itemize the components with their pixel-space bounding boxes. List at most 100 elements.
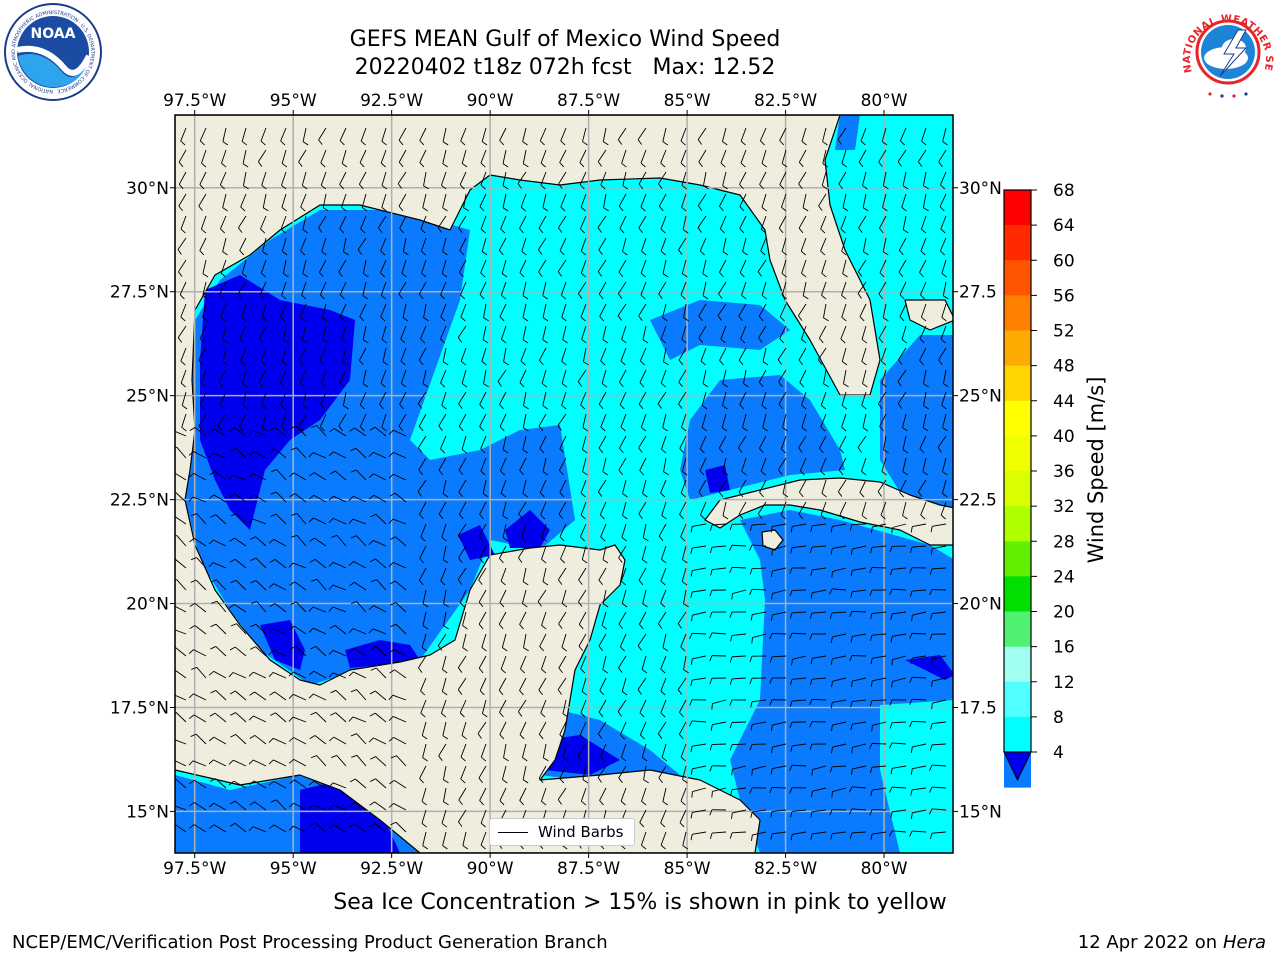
- wind-barb: [690, 831, 707, 841]
- wind-barb: [328, 782, 347, 789]
- wind-barb: [269, 558, 287, 569]
- wind-barb: [940, 501, 947, 520]
- wind-barb: [201, 149, 207, 168]
- wind-barb: [503, 347, 509, 366]
- wind-barb: [902, 171, 909, 190]
- wind-barb: [541, 369, 548, 388]
- wind-barb: [729, 544, 747, 551]
- wind-barb: [642, 523, 649, 542]
- wind-barb: [901, 193, 907, 212]
- wind-barb: [557, 413, 567, 431]
- wind-barb: [389, 536, 407, 547]
- wind-barb: [923, 391, 929, 410]
- wind-barb: [883, 435, 889, 454]
- wind-barb: [420, 699, 427, 718]
- wind-barb: [750, 611, 767, 621]
- colorbar-segment: [1004, 471, 1031, 507]
- wind-barb: [658, 765, 667, 784]
- wind-barb: [557, 259, 567, 277]
- wind-barb: [379, 391, 387, 410]
- wind-barb: [902, 435, 909, 454]
- wind-barb: [202, 259, 209, 278]
- wind-barb: [480, 743, 487, 762]
- wind-barb: [208, 452, 227, 459]
- wind-barb: [338, 413, 347, 432]
- wind-barb: [602, 589, 609, 608]
- wind-barb: [208, 494, 227, 503]
- wind-barb: [419, 765, 427, 784]
- wind-barb: [461, 435, 468, 454]
- wind-barb: [500, 281, 507, 300]
- wind-barb: [749, 655, 767, 662]
- wind-barb: [789, 567, 807, 574]
- wind-barb: [399, 215, 407, 234]
- wind-barb: [660, 215, 667, 234]
- wind-barb: [761, 193, 768, 212]
- wind-barb: [481, 127, 488, 146]
- wind-barb: [678, 347, 687, 366]
- wind-barb: [229, 537, 247, 547]
- wind-barb: [398, 193, 407, 212]
- wind-barb: [362, 325, 369, 344]
- wind-barb: [209, 824, 227, 833]
- wind-barb: [542, 281, 548, 300]
- wind-barb: [481, 699, 488, 718]
- wind-barb: [799, 457, 807, 476]
- wind-barb: [660, 479, 667, 498]
- wind-barb: [890, 567, 907, 576]
- wind-barb: [850, 545, 867, 555]
- wind-barb: [821, 479, 827, 498]
- wind-barb: [619, 633, 627, 652]
- wind-barb: [500, 479, 507, 498]
- wind-barb: [502, 435, 509, 454]
- wind-barb: [388, 716, 407, 723]
- wind-barb: [889, 742, 907, 749]
- wind-barb: [558, 655, 567, 674]
- lat-tick-right: 22.5: [959, 491, 997, 511]
- wind-barb: [248, 518, 267, 525]
- wind-barb: [250, 646, 267, 657]
- wind-barb: [760, 237, 767, 256]
- wind-barb: [681, 171, 688, 190]
- wind-barb: [870, 831, 887, 840]
- wind-barb: [809, 545, 827, 553]
- wind-barb: [721, 413, 728, 432]
- wind-barb: [329, 470, 347, 481]
- wind-barb: [268, 583, 287, 591]
- wind-barb: [175, 516, 187, 525]
- wind-barb: [350, 733, 367, 745]
- wind-barb: [177, 237, 187, 255]
- colorbar: 68 64 60 56 52 48 44 40 36 32 28 24 20 16 12 8 4: [1003, 181, 1075, 788]
- wind-barb: [891, 523, 907, 534]
- wind-barb: [640, 281, 647, 300]
- wind-barb: [641, 743, 648, 762]
- wind-barb: [940, 171, 947, 190]
- wind-barb: [561, 347, 567, 366]
- wind-barb: [499, 391, 507, 410]
- wind-barb: [308, 606, 327, 613]
- wind-barb: [348, 561, 367, 569]
- wind-barb: [460, 303, 467, 322]
- wind-barb: [499, 787, 507, 806]
- wind-barb: [699, 435, 707, 454]
- wind-barb: [190, 733, 207, 745]
- legend-label: Wind Barbs: [538, 823, 624, 841]
- wind-barb: [369, 801, 387, 811]
- wind-barb: [229, 646, 247, 657]
- wind-barb: [850, 567, 867, 577]
- wind-barb: [442, 831, 448, 850]
- wind-barb: [890, 809, 907, 818]
- wind-barb: [350, 469, 367, 481]
- wind-barb: [288, 825, 307, 833]
- wind-barb: [690, 677, 707, 687]
- wind-barb: [221, 149, 227, 168]
- wind-barb: [910, 523, 927, 533]
- wind-barb: [861, 325, 868, 344]
- wind-barb: [238, 413, 247, 432]
- wind-barb: [602, 545, 609, 564]
- wind-barb: [849, 610, 867, 617]
- colorbar-segment: [1004, 365, 1031, 402]
- wind-barb: [402, 303, 409, 322]
- wind-barb: [851, 743, 867, 754]
- wind-barb: [683, 589, 689, 608]
